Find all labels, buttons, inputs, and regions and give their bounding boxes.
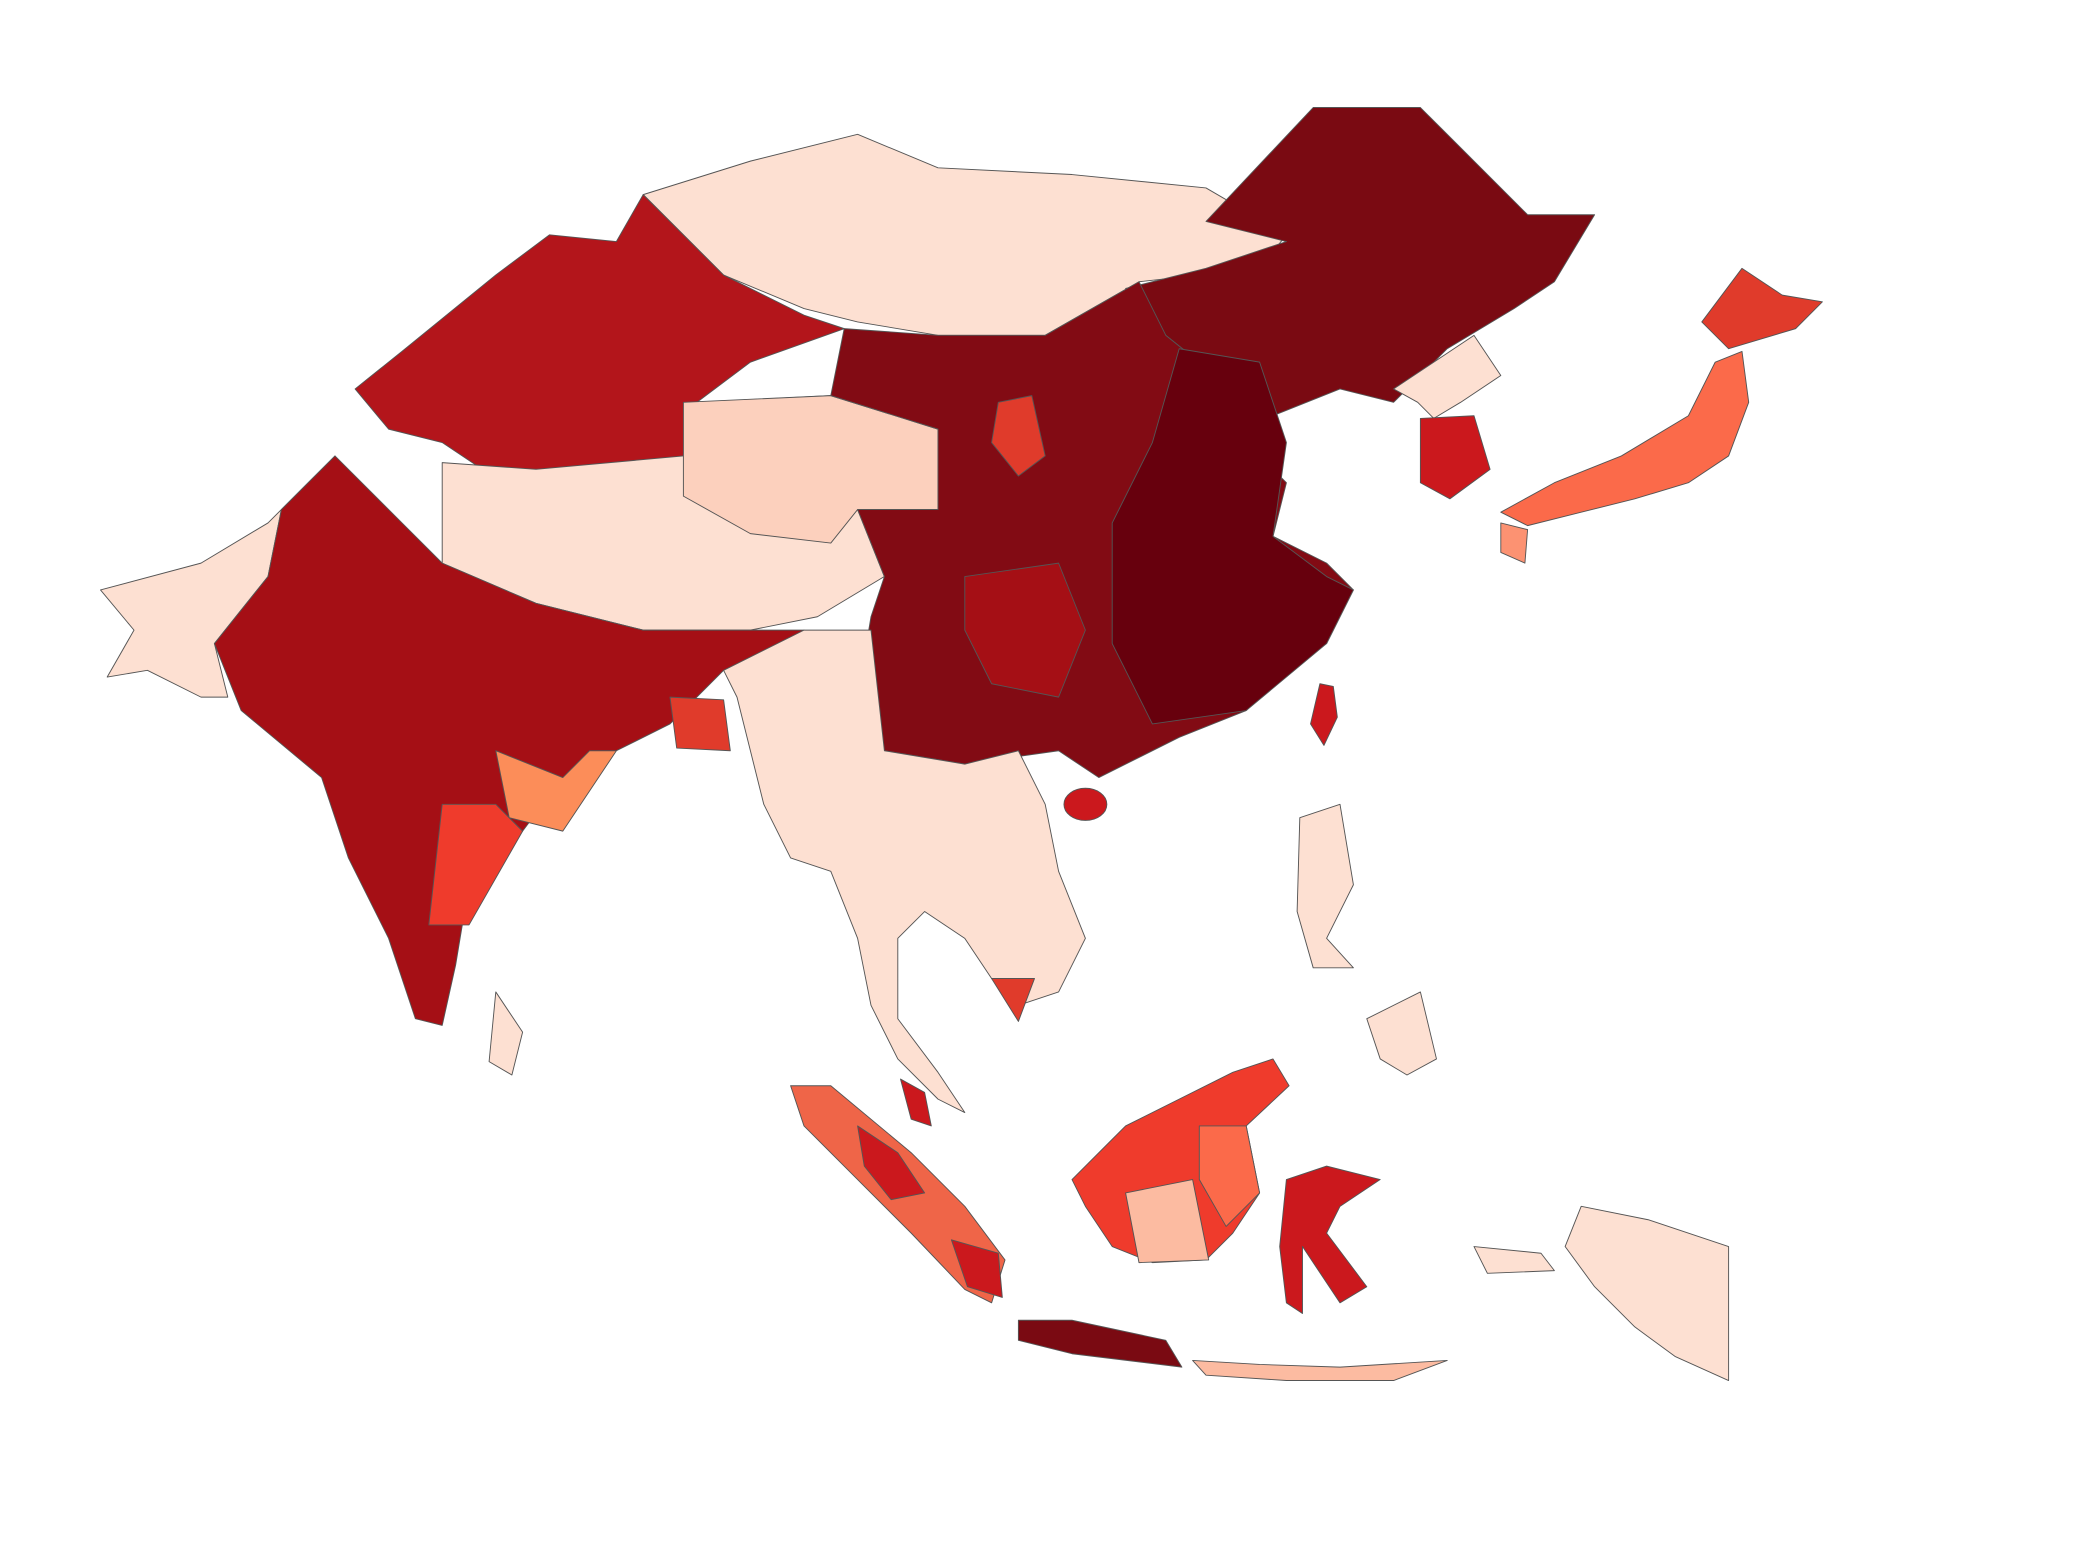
- region: [1366, 991, 1437, 1076]
- region: [1500, 522, 1529, 564]
- region: [1198, 1125, 1261, 1227]
- region: [991, 395, 1046, 477]
- region: [1564, 1205, 1730, 1381]
- region: [991, 978, 1035, 1022]
- region: [1111, 348, 1354, 725]
- region: [964, 562, 1086, 698]
- region: [1500, 350, 1750, 527]
- region: [1473, 1246, 1555, 1274]
- region: [1701, 267, 1823, 350]
- region: [669, 696, 731, 752]
- region: [488, 991, 524, 1076]
- region: [1310, 683, 1338, 746]
- region: [428, 803, 524, 926]
- region: [857, 1125, 926, 1201]
- region: [900, 1078, 932, 1127]
- region: [723, 629, 1086, 1113]
- region: [1419, 415, 1491, 500]
- region: [1017, 1319, 1183, 1368]
- region: [1063, 787, 1108, 821]
- region: [1296, 803, 1354, 969]
- region: [950, 1239, 1003, 1298]
- region: [1279, 1165, 1381, 1314]
- region: [1393, 334, 1502, 419]
- region: [1125, 1179, 1210, 1264]
- region: [1192, 1359, 1448, 1381]
